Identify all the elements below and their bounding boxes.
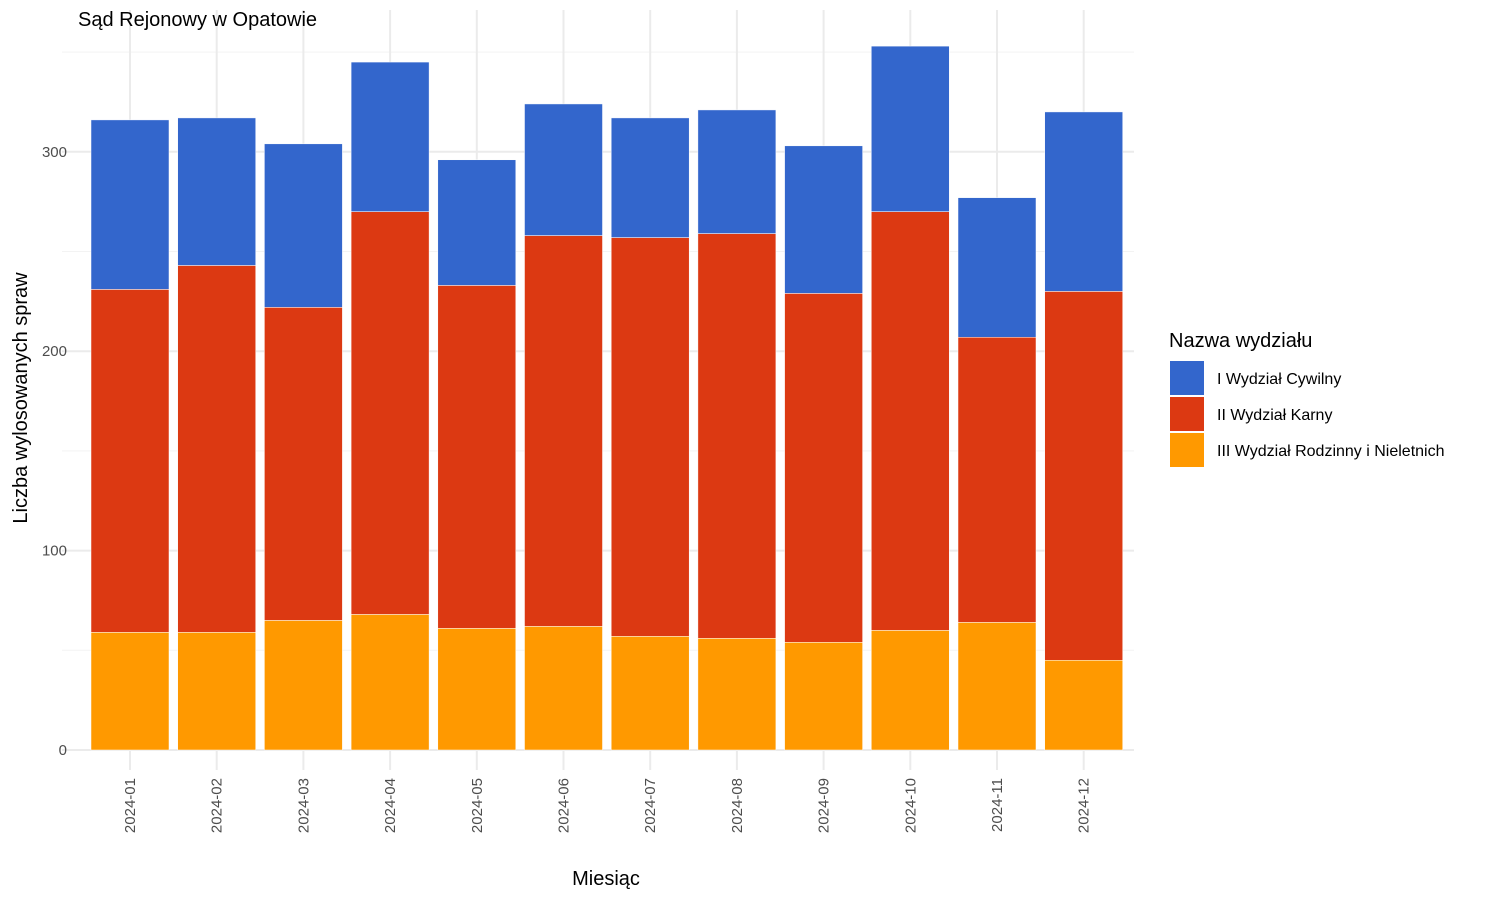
bar-segment — [871, 45, 950, 212]
x-tick-label: 2024-09 — [816, 778, 833, 833]
legend-swatch — [1170, 397, 1204, 431]
x-tick-label: 2024-05 — [469, 778, 486, 833]
bar-segment — [697, 109, 777, 234]
bar-segment — [264, 307, 343, 621]
bar-segment — [784, 642, 863, 751]
bar-segment — [264, 620, 343, 751]
bar-segment — [437, 628, 517, 751]
x-tick-label: 2024-03 — [295, 778, 312, 833]
bar-segment — [524, 103, 603, 236]
bar-segment — [524, 235, 603, 627]
y-tick-label: 300 — [42, 144, 67, 161]
y-tick-label: 200 — [42, 343, 67, 360]
legend-swatch — [1170, 433, 1204, 467]
bar-segment — [90, 289, 170, 633]
legend-swatch — [1170, 361, 1204, 395]
y-tick-label: 100 — [42, 543, 67, 560]
bar-segment — [957, 197, 1037, 338]
x-tick-label: 2024-01 — [122, 778, 139, 833]
bar-segment — [697, 233, 777, 639]
bar-segment — [784, 293, 863, 643]
bar-segment — [524, 626, 603, 751]
bar-segment — [1044, 660, 1123, 751]
y-axis-title: Liczba wylosowanych spraw — [10, 272, 32, 524]
bar-segment — [610, 636, 690, 751]
x-tick-label: 2024-07 — [642, 778, 659, 833]
bar-segment — [1044, 111, 1123, 292]
bar-segment — [177, 632, 256, 751]
bar-segment — [437, 285, 517, 629]
x-tick-label: 2024-02 — [209, 778, 226, 833]
bar-segment — [784, 145, 863, 294]
chart-title: Sąd Rejonowy w Opatowie — [78, 9, 317, 31]
x-axis-title: Miesiąc — [572, 868, 640, 890]
legend: Nazwa wydziału I Wydział Cywilny II Wydzi… — [1169, 330, 1445, 467]
bar-segment — [90, 119, 170, 290]
bar-segment — [610, 237, 690, 637]
x-tick-label: 2024-08 — [729, 778, 746, 833]
bar-segment — [957, 336, 1037, 623]
legend-label: I Wydział Cywilny — [1217, 371, 1341, 388]
x-tick-label: 2024-10 — [902, 778, 919, 833]
bar-segment — [437, 159, 517, 286]
bar-segment — [264, 143, 343, 308]
x-tick-label: 2024-04 — [382, 778, 399, 833]
bar-segment — [1044, 291, 1123, 661]
y-axis-ticks: 0 100 200 300 — [42, 144, 67, 759]
bar-segment — [177, 117, 256, 266]
x-tick-label: 2024-12 — [1076, 778, 1093, 833]
bar-segment — [90, 632, 170, 751]
y-tick-label: 0 — [59, 742, 67, 759]
legend-label: II Wydział Karny — [1217, 407, 1332, 424]
bars — [90, 45, 1123, 751]
bar-segment — [350, 61, 430, 212]
x-tick-label: 2024-11 — [989, 778, 1006, 832]
bar-segment — [871, 211, 950, 631]
legend-title: Nazwa wydziału — [1169, 330, 1312, 352]
x-axis-ticks: 2024-01 2024-02 2024-03 2024-04 2024-05 2024-… — [122, 778, 1093, 833]
bar-segment — [697, 638, 777, 751]
bar-segment — [871, 630, 950, 751]
bar-segment — [350, 614, 430, 751]
bar-segment — [957, 622, 1037, 751]
bar-segment — [610, 117, 690, 238]
bar-segment — [177, 265, 256, 633]
x-tick-label: 2024-06 — [556, 778, 573, 833]
bar-segment — [350, 211, 430, 615]
legend-label: III Wydział Rodzinny i Nieletnich — [1217, 443, 1445, 460]
